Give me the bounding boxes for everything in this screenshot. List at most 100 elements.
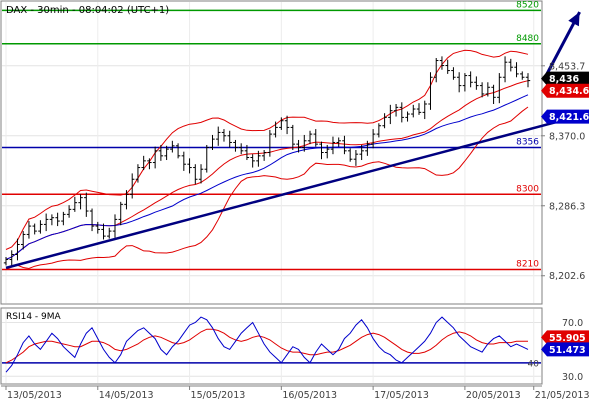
ohlc-bar (439, 56, 445, 70)
ohlc-bar (112, 214, 118, 238)
ohlc-bar (3, 257, 9, 266)
ohlc-bar (129, 173, 135, 199)
rsi-tick-label: 70.0 (562, 318, 583, 329)
ohlc-bar (347, 148, 353, 162)
ohlc-bar (468, 71, 473, 88)
ohlc-bar (152, 146, 158, 169)
ohlc-bar (376, 123, 382, 138)
x-tick-label: 16/05/2013 (282, 390, 337, 400)
ohlc-bar (61, 211, 66, 226)
value-tag-label-red: 8,434.67 (549, 86, 590, 97)
value-tag-bg-blue (541, 109, 589, 124)
ohlc-bar (84, 192, 89, 217)
chart-title: DAX - 30min - 08:04:02 (UTC+1) (6, 5, 169, 16)
rsi-tick-label: 30.0 (562, 372, 583, 383)
ohlc-bar (273, 121, 278, 138)
ohlc-bar (428, 72, 433, 110)
ohlc-bar (118, 201, 123, 226)
ohlc-bar (342, 135, 347, 155)
level-label-8480: 8480 (516, 34, 539, 44)
rsi-title: RSI14 - 9MA (6, 312, 62, 322)
rsi-value-tag-bg-red (541, 330, 589, 345)
bollinger-upper (5, 49, 529, 250)
ohlc-bars (3, 56, 531, 267)
ohlc-bar (124, 190, 129, 210)
x-tick-label: 20/05/2013 (466, 390, 521, 400)
ohlc-bar (456, 72, 462, 93)
rsi-value-tag-bg-blue (541, 342, 589, 357)
ohlc-bar (250, 154, 255, 168)
ohlc-bar (187, 158, 192, 174)
ohlc-bar (514, 62, 519, 78)
price-tick-label: 8,370.0 (549, 131, 585, 142)
ohlc-bar (72, 196, 78, 212)
x-tick-label: 21/05/2013 (535, 390, 590, 400)
ohlc-bar (508, 58, 513, 72)
ohlc-bar (181, 151, 187, 171)
ohlc-bar (485, 82, 491, 97)
ohlc-bar (233, 139, 238, 152)
ohlc-bar (434, 58, 439, 83)
ohlc-bar (405, 111, 410, 122)
rsi-value-tag-label-blue: 51.473 (549, 345, 586, 356)
ohlc-bar (279, 117, 284, 130)
rsi-panel-frame (0, 307, 543, 385)
level-label-8356: 8356 (516, 137, 539, 147)
ohlc-bar (325, 144, 330, 159)
rsi-ma-line (5, 328, 528, 364)
ohlc-bar (55, 212, 60, 227)
ohlc-bar (204, 144, 209, 173)
price-panel: 8520 8480 8356 8300 8210 8,453.7 8,370.0 8,286… (0, 0, 590, 305)
ohlc-bar (221, 129, 227, 142)
rsi-level: 40 (2, 359, 541, 369)
ohlc-bar (107, 227, 112, 239)
projection-arrow-head (568, 12, 580, 27)
ohlc-bar (26, 221, 32, 239)
ohlc-bar (525, 73, 531, 88)
ohlc-bar (290, 124, 296, 150)
x-tick-label: 14/05/2013 (99, 390, 154, 400)
ohlc-bar (497, 73, 502, 104)
price-levels: 8520 8480 8356 8300 8210 (2, 0, 541, 271)
ohlc-bar (15, 238, 20, 261)
level-label-8300: 8300 (516, 184, 539, 194)
ohlc-bar (479, 82, 485, 98)
ohlc-bar (164, 145, 169, 161)
rsi-line (5, 316, 529, 373)
ohlc-bar (474, 76, 479, 90)
ohlc-bar (256, 150, 261, 167)
value-tag-label-black: 8,436 (549, 74, 579, 85)
ohlc-bar (227, 130, 232, 148)
ohlc-bar (416, 103, 422, 115)
ohlc-bar (491, 84, 496, 105)
ohlc-bar (353, 149, 359, 166)
price-tick-label: 8,286.3 (549, 201, 585, 212)
arrow-group (543, 11, 581, 78)
ohlc-bar (66, 205, 72, 218)
ohlc-bar (216, 126, 221, 146)
ohlc-bar (382, 113, 387, 129)
ohlc-bar (399, 102, 405, 123)
ohlc-bar (296, 139, 301, 153)
ohlc-bar (158, 144, 164, 161)
ohlc-bar (49, 214, 55, 226)
value-tag-bg-black (541, 71, 589, 86)
ohlc-bar (175, 143, 181, 159)
ohlc-bar (302, 134, 307, 152)
ohlc-bar (101, 223, 106, 240)
x-tick-label: 17/05/2013 (374, 390, 429, 400)
rsi-axis: 70.0 30.0 (562, 318, 583, 383)
ohlc-bar (370, 129, 376, 149)
ohlc-bar (330, 136, 336, 155)
ohlc-bar (502, 56, 508, 83)
ohlc-bar (307, 130, 313, 145)
ohlc-bar (21, 231, 26, 250)
price-tick-label: 8,202.6 (549, 271, 585, 282)
price-panel-frame (0, 0, 543, 305)
ohlc-bar (95, 221, 100, 234)
ohlc-bar (388, 104, 393, 125)
ohlc-bar (210, 134, 215, 150)
ohlc-bar (78, 194, 83, 210)
ohlc-bar (313, 129, 318, 147)
